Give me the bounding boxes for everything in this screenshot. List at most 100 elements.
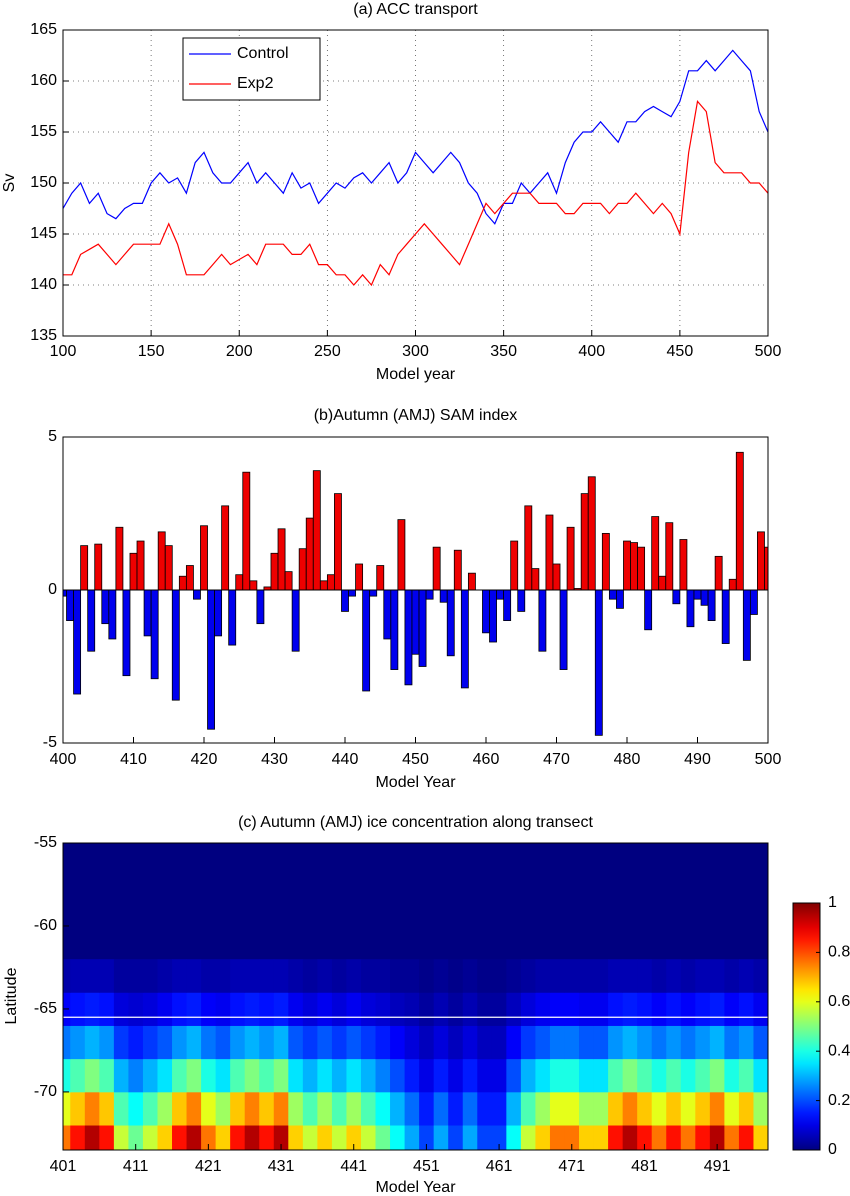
heat-cell	[360, 992, 376, 1026]
heat-cell	[491, 959, 507, 993]
heat-cell	[709, 1025, 725, 1060]
heat-cell	[273, 1025, 289, 1060]
heat-cell	[753, 992, 768, 1026]
heat-cell	[564, 959, 580, 993]
heat-cell	[244, 992, 260, 1026]
x-axis-label: Model Year	[375, 1179, 456, 1196]
colorbar-tick-label: 0.8	[828, 944, 850, 961]
heat-cell	[201, 1058, 217, 1093]
colorbar	[792, 902, 821, 1151]
x-tick-label: 440	[332, 751, 359, 768]
heat-cell	[215, 1058, 231, 1093]
heat-cell	[506, 959, 522, 993]
heat-cell	[288, 959, 304, 993]
heat-cell	[186, 1125, 202, 1150]
plot-area	[63, 30, 768, 336]
heat-cell	[520, 1091, 536, 1126]
bar	[341, 589, 349, 612]
heat-cell	[244, 1091, 260, 1126]
heat-cell	[84, 1025, 100, 1060]
heat-cell	[579, 1125, 594, 1150]
heat-cell	[302, 1125, 318, 1150]
heat-cell	[375, 1125, 391, 1150]
heat-cell	[549, 1058, 565, 1093]
bar	[714, 555, 723, 591]
heat-cell	[172, 992, 187, 1026]
heat-cell	[215, 1091, 231, 1126]
heat-cell	[622, 959, 638, 993]
bar	[503, 589, 512, 622]
heat-cell	[709, 959, 725, 993]
x-tick-label: 350	[490, 343, 517, 360]
heat-cell	[331, 1058, 347, 1093]
heat-cell	[753, 1091, 768, 1126]
heat-cell	[738, 992, 754, 1026]
x-tick-label: 500	[755, 751, 782, 768]
x-tick-label: 400	[578, 343, 605, 360]
heat-cell	[142, 1091, 158, 1126]
bar	[460, 589, 469, 689]
heat-cell	[579, 1091, 594, 1126]
bar	[489, 589, 497, 643]
heat-cell	[549, 1025, 565, 1060]
heat-cell	[579, 992, 594, 1026]
x-tick-label: 411	[123, 1158, 149, 1175]
heat-cell	[70, 959, 86, 993]
heat-cell	[637, 959, 653, 993]
bar	[284, 571, 293, 591]
bar	[587, 476, 596, 591]
heat-cell	[695, 992, 711, 1026]
heat-cell	[70, 992, 86, 1026]
heat-cell	[390, 1058, 405, 1093]
heat-cell	[738, 1058, 754, 1093]
bar	[221, 505, 230, 591]
heat-cell	[70, 1058, 86, 1093]
plot-area	[63, 451, 768, 736]
bar	[94, 543, 103, 591]
heat-cell	[331, 1125, 347, 1150]
heat-cell	[142, 959, 158, 993]
heat-cell	[128, 1091, 144, 1126]
colorbar-tick-label: 0.6	[828, 993, 850, 1010]
heat-cell	[433, 1058, 449, 1093]
y-tick-label: 5	[48, 428, 57, 445]
heat-cell	[724, 1025, 740, 1060]
bar	[425, 589, 434, 600]
bar	[467, 572, 476, 591]
heat-cell	[70, 1091, 86, 1126]
heat-cell	[695, 1025, 711, 1060]
bar	[115, 526, 124, 591]
heat-cell	[288, 1025, 304, 1060]
heat-cell	[491, 1058, 507, 1093]
heat-cell	[273, 1058, 289, 1093]
heat-cell	[128, 1025, 144, 1060]
heat-cell	[448, 1125, 464, 1150]
heat-cell	[680, 1091, 696, 1126]
bar	[630, 542, 638, 591]
heat-cell	[651, 1125, 667, 1150]
heat-cell	[549, 992, 565, 1026]
bar	[623, 540, 631, 591]
bar	[164, 545, 173, 591]
heat-cell	[564, 1125, 580, 1150]
heat-cell	[259, 1025, 275, 1060]
bar	[651, 516, 660, 591]
heat-cell	[273, 959, 289, 993]
heat-cell	[462, 1125, 478, 1150]
heat-cell	[608, 1058, 624, 1093]
heat-cell	[404, 1125, 420, 1150]
heat-cell	[375, 1058, 391, 1093]
heat-cell	[564, 1025, 580, 1060]
heat-cell	[317, 1125, 333, 1150]
x-tick-label: 200	[226, 343, 253, 360]
bar	[608, 589, 617, 600]
heat-cell	[360, 1091, 376, 1126]
heat-cell	[404, 1091, 420, 1126]
heat-cell	[535, 959, 551, 993]
heat-cell	[593, 1125, 609, 1150]
heat-cell	[128, 1125, 144, 1150]
heat-cell	[346, 1091, 362, 1126]
heat-cell	[331, 992, 347, 1026]
heat-cell	[84, 992, 100, 1026]
heat-cell	[724, 959, 740, 993]
